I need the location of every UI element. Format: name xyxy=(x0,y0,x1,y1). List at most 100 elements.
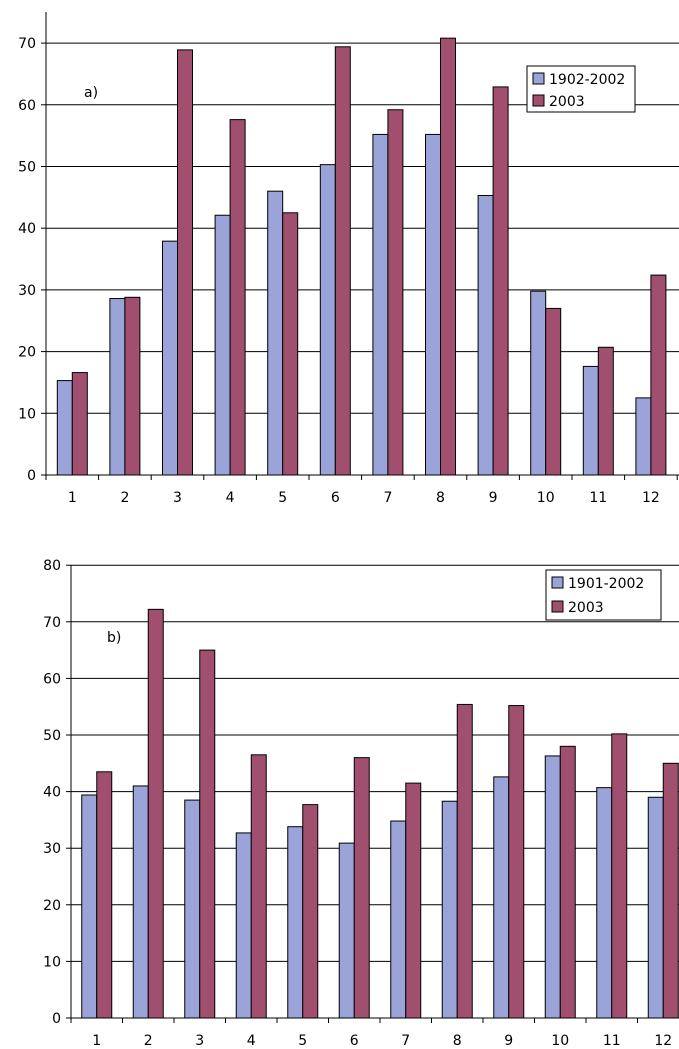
panel-b-ytick-label: 10 xyxy=(43,954,61,970)
panel-a-legend-swatch xyxy=(532,94,545,107)
panel-a-bar-base xyxy=(635,397,652,476)
panel-a-bar-base xyxy=(582,365,599,476)
panel-b-xtick-label: 9 xyxy=(504,1033,513,1049)
panel-a-legend-label: 1902-2002 xyxy=(549,72,625,88)
panel-b-bar-2003 xyxy=(96,771,113,1019)
panel-b-xtick-label: 7 xyxy=(401,1033,410,1049)
panel-a-xtick-label: 12 xyxy=(642,490,660,506)
panel-b-ytick-label: 30 xyxy=(43,841,61,857)
panel-a-bar-2003 xyxy=(229,119,246,476)
panel-b-bar-base xyxy=(647,796,664,1019)
panel-b-bar-2003 xyxy=(405,782,422,1019)
panel-a-xtick-label: 8 xyxy=(436,490,445,506)
panel-a-xtick-label: 6 xyxy=(331,490,340,506)
panel-b-legend-label: 2003 xyxy=(568,600,604,616)
panel-a-xtick-label: 2 xyxy=(120,490,129,506)
panel-b-xtick-label: 11 xyxy=(603,1033,621,1049)
panel-b-bar-base xyxy=(390,820,407,1019)
panel-a-annotation: a) xyxy=(84,85,98,101)
panel-a-bar-2003 xyxy=(177,49,193,476)
panel-b-bar-2003 xyxy=(456,703,473,1019)
panel-a-bar-base xyxy=(372,133,389,476)
panel-a-xtick-label: 11 xyxy=(589,490,607,506)
panel-a-bar-2003 xyxy=(282,212,299,476)
panel-b-xtick-label: 6 xyxy=(350,1033,359,1049)
panel-b-bar-2003 xyxy=(353,757,370,1019)
panel-b-xtick-label: 12 xyxy=(654,1033,672,1049)
panel-b-bar-base xyxy=(596,787,613,1019)
panel-b-bar-base xyxy=(81,794,98,1019)
panel-b-xtick-label: 3 xyxy=(195,1033,204,1049)
panel-b-xtick-label: 1 xyxy=(92,1033,101,1049)
panel-a-legend-label: 2003 xyxy=(549,94,585,110)
panel-b-bar-base xyxy=(287,826,304,1019)
panel-b-bar-base xyxy=(493,776,510,1019)
panel-a-ytick-label: 60 xyxy=(18,98,36,114)
panel-a-xtick-label: 1 xyxy=(68,490,77,506)
panel-a-ytick-label: 20 xyxy=(18,345,36,361)
panel-b-bar-2003 xyxy=(250,754,267,1019)
panel-a-xtick-label: 9 xyxy=(489,490,498,506)
panel-a-ytick-label: 10 xyxy=(18,406,36,422)
panel-a-bar-base xyxy=(319,164,336,476)
panel-b-xtick-label: 10 xyxy=(551,1033,569,1049)
panel-b-bar-base xyxy=(184,799,201,1019)
panel-b-ytick-label: 0 xyxy=(52,1011,61,1027)
panel-b-ytick-label: 80 xyxy=(43,558,61,574)
panel-a-bar-2003 xyxy=(124,296,141,476)
panel-b-ytick-label: 40 xyxy=(43,785,61,801)
panel-b-ytick-label: 60 xyxy=(43,671,61,687)
panel-a-bar-2003 xyxy=(492,86,509,476)
panel-a-bar-2003 xyxy=(71,372,88,476)
panel-a-bar-2003 xyxy=(545,307,562,476)
panel-a-legend-swatch xyxy=(532,72,545,85)
panel-b-bar-base xyxy=(235,832,252,1019)
panel-a-legend-box xyxy=(526,65,636,113)
panel-a-ytick-label: 30 xyxy=(18,283,36,299)
panel-a-ytick-label: 40 xyxy=(18,221,36,237)
panel-b-bar-2003 xyxy=(508,705,525,1019)
panel-b-bar-2003 xyxy=(199,649,216,1019)
panel-b-legend-box xyxy=(545,569,662,621)
panel-a-bar-base xyxy=(162,240,178,476)
panel-a-bar-base xyxy=(109,298,126,476)
panel-a-bar-base xyxy=(477,194,494,476)
panel-b-xtick-label: 4 xyxy=(247,1033,256,1049)
panel-a-bar-base xyxy=(56,380,73,476)
panel-b-legend-label: 1901-2002 xyxy=(568,576,644,592)
panel-b-legend-swatch xyxy=(551,600,564,613)
panel-b-legend-swatch xyxy=(551,576,564,589)
panel-a-ytick-label: 0 xyxy=(27,468,36,484)
panel-a-bar-2003 xyxy=(650,274,667,476)
panel-b-bar-2003 xyxy=(559,745,576,1019)
panel-b-bar-2003 xyxy=(147,608,164,1019)
panel-a-bar-2003 xyxy=(597,346,614,476)
panel-a-xtick-label: 4 xyxy=(226,490,235,506)
panel-b-bar-base xyxy=(132,785,149,1019)
panel-a-bar-2003 xyxy=(334,46,351,476)
panel-a-xtick-label: 5 xyxy=(278,490,287,506)
panel-b-annotation: b) xyxy=(107,630,121,646)
panel-a-bar-base xyxy=(425,133,441,476)
panel-b-xtick-label: 2 xyxy=(144,1033,153,1049)
panel-b-bar-2003 xyxy=(662,762,679,1019)
panel-b-ytick-label: 20 xyxy=(43,898,61,914)
panel-b-xtick-label: 5 xyxy=(298,1033,307,1049)
panel-a-xtick-label: 3 xyxy=(173,490,182,506)
panel-a-bar-2003 xyxy=(440,37,456,476)
panel-a-bar-2003 xyxy=(387,109,404,476)
panel-b-ytick-label: 70 xyxy=(43,615,61,631)
panel-a-ytick-label: 50 xyxy=(18,160,36,176)
panel-a-bar-base xyxy=(267,190,284,476)
panel-b-bar-base xyxy=(338,842,355,1019)
panel-b-bar-2003 xyxy=(611,733,628,1019)
panel-b-bar-base xyxy=(441,800,458,1019)
panel-a-xtick-label: 7 xyxy=(383,490,392,506)
panel-b-ytick-label: 50 xyxy=(43,728,61,744)
panel-b-xtick-label: 8 xyxy=(453,1033,462,1049)
panel-b-bar-2003 xyxy=(302,804,319,1019)
panel-b-bar-base xyxy=(544,755,561,1019)
panel-a-bar-base xyxy=(530,290,547,476)
panel-a-ytick-label: 70 xyxy=(18,36,36,52)
